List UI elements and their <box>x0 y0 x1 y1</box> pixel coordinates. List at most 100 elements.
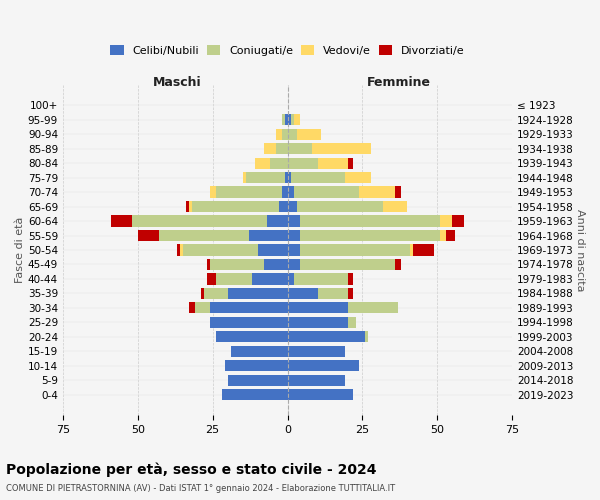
Bar <box>278 201 287 212</box>
Text: Femmine: Femmine <box>367 76 430 88</box>
Bar <box>227 288 287 299</box>
Bar <box>209 316 287 328</box>
Bar <box>254 158 269 169</box>
Bar <box>287 389 353 400</box>
Bar <box>224 360 287 372</box>
Bar <box>299 216 440 226</box>
Y-axis label: Anni di nascita: Anni di nascita <box>575 208 585 291</box>
Bar <box>227 374 287 386</box>
Bar <box>257 244 287 256</box>
Bar <box>251 274 287 284</box>
Bar <box>209 302 287 314</box>
Bar <box>281 128 287 140</box>
Bar <box>284 172 287 184</box>
Bar <box>452 216 464 226</box>
Bar <box>287 274 293 284</box>
Bar <box>299 230 440 241</box>
Bar <box>440 230 446 241</box>
Bar <box>111 216 132 226</box>
Bar <box>365 331 368 342</box>
Bar <box>215 274 251 284</box>
Bar <box>230 346 287 357</box>
Bar <box>275 143 287 154</box>
Bar <box>317 158 347 169</box>
Bar <box>347 274 353 284</box>
Bar <box>395 259 401 270</box>
Bar <box>287 302 347 314</box>
Bar <box>311 143 371 154</box>
Bar <box>287 259 299 270</box>
Bar <box>446 230 455 241</box>
Bar <box>293 274 347 284</box>
Bar <box>281 186 287 198</box>
Bar <box>248 230 287 241</box>
Bar <box>299 244 410 256</box>
Bar <box>290 172 344 184</box>
Bar <box>159 230 248 241</box>
Bar <box>263 259 287 270</box>
Bar <box>189 201 192 212</box>
Bar <box>293 186 359 198</box>
Bar <box>206 274 215 284</box>
Bar <box>215 331 287 342</box>
Bar <box>287 143 311 154</box>
Bar <box>209 186 215 198</box>
Bar <box>186 201 189 212</box>
Bar <box>183 244 257 256</box>
Bar <box>410 244 413 256</box>
Bar <box>287 186 293 198</box>
Bar <box>287 331 365 342</box>
Bar <box>287 244 299 256</box>
Bar <box>215 186 281 198</box>
Bar <box>296 128 320 140</box>
Bar <box>359 186 395 198</box>
Bar <box>287 128 296 140</box>
Bar <box>293 114 299 126</box>
Bar <box>177 244 180 256</box>
Bar <box>281 114 284 126</box>
Legend: Celibi/Nubili, Coniugati/e, Vedovi/e, Divorziati/e: Celibi/Nubili, Coniugati/e, Vedovi/e, Di… <box>106 40 469 60</box>
Bar <box>347 158 353 169</box>
Bar <box>413 244 434 256</box>
Bar <box>287 360 359 372</box>
Text: Popolazione per età, sesso e stato civile - 2024: Popolazione per età, sesso e stato civil… <box>6 462 377 477</box>
Bar <box>201 288 203 299</box>
Bar <box>347 288 353 299</box>
Bar <box>269 158 287 169</box>
Bar <box>206 259 209 270</box>
Bar <box>189 302 195 314</box>
Bar <box>290 114 293 126</box>
Bar <box>284 114 287 126</box>
Bar <box>287 316 347 328</box>
Bar <box>299 259 395 270</box>
Bar <box>287 230 299 241</box>
Bar <box>209 259 263 270</box>
Bar <box>344 172 371 184</box>
Bar <box>317 288 347 299</box>
Bar <box>287 216 299 226</box>
Bar <box>195 302 209 314</box>
Bar <box>383 201 407 212</box>
Bar <box>287 158 317 169</box>
Bar <box>266 216 287 226</box>
Bar <box>275 128 281 140</box>
Bar <box>395 186 401 198</box>
Bar <box>180 244 183 256</box>
Bar <box>287 172 290 184</box>
Bar <box>347 302 398 314</box>
Bar <box>440 216 452 226</box>
Bar <box>242 172 245 184</box>
Bar <box>221 389 287 400</box>
Text: Maschi: Maschi <box>152 76 201 88</box>
Bar <box>203 288 227 299</box>
Bar <box>192 201 278 212</box>
Bar <box>132 216 266 226</box>
Text: COMUNE DI PIETRASTORNINA (AV) - Dati ISTAT 1° gennaio 2024 - Elaborazione TUTTIT: COMUNE DI PIETRASTORNINA (AV) - Dati IST… <box>6 484 395 493</box>
Bar <box>287 114 290 126</box>
Bar <box>287 374 344 386</box>
Bar <box>296 201 383 212</box>
Bar <box>138 230 159 241</box>
Bar <box>287 288 317 299</box>
Bar <box>287 346 344 357</box>
Bar <box>245 172 284 184</box>
